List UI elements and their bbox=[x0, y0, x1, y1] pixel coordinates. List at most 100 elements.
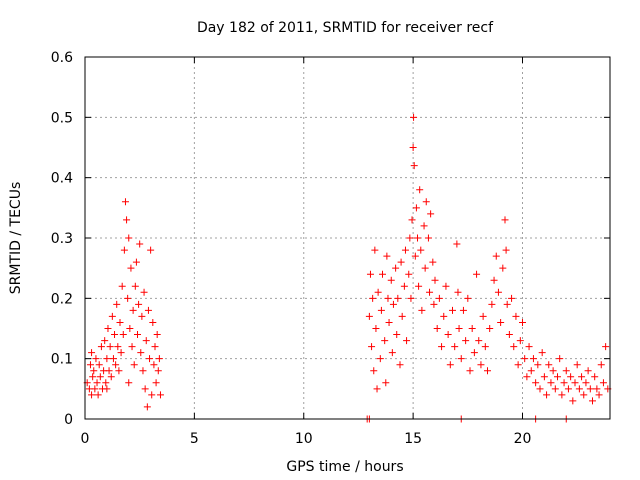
data-point bbox=[527, 367, 535, 375]
y-tick-label: 0.6 bbox=[51, 50, 73, 66]
data-point bbox=[427, 210, 435, 218]
data-point bbox=[108, 312, 116, 320]
x-tick-label: 5 bbox=[190, 431, 199, 447]
data-point bbox=[141, 385, 149, 393]
data-point bbox=[573, 361, 581, 369]
data-point bbox=[400, 282, 408, 290]
data-point bbox=[502, 246, 510, 254]
axis-ticks: 0 5 10 15 20 0 0.1 0.2 0.3 0.4 0.5 0.6 bbox=[51, 50, 610, 447]
data-point bbox=[479, 312, 487, 320]
data-point bbox=[554, 373, 561, 381]
data-point bbox=[377, 306, 385, 314]
data-point bbox=[86, 361, 94, 369]
y-axis-label: SRMTID / TECUs bbox=[8, 182, 24, 295]
data-point bbox=[101, 337, 109, 345]
data-point bbox=[455, 325, 463, 332]
data-point bbox=[410, 113, 418, 121]
data-point bbox=[534, 361, 542, 369]
y-tick-label: 0.1 bbox=[51, 352, 73, 368]
data-point bbox=[368, 343, 376, 351]
data-point bbox=[121, 198, 129, 206]
data-point bbox=[481, 343, 489, 351]
data-point bbox=[125, 234, 133, 242]
data-point bbox=[431, 276, 439, 284]
data-point bbox=[93, 379, 101, 387]
data-point bbox=[387, 276, 395, 284]
data-point bbox=[125, 379, 133, 387]
y-tick-label: 0.5 bbox=[51, 110, 73, 126]
data-point bbox=[393, 331, 401, 339]
data-point bbox=[103, 355, 111, 363]
data-point bbox=[372, 325, 380, 332]
data-point bbox=[153, 331, 161, 339]
data-point bbox=[512, 312, 520, 320]
data-point bbox=[88, 391, 96, 399]
data-point bbox=[492, 252, 500, 260]
data-point bbox=[418, 306, 426, 314]
data-point bbox=[420, 222, 428, 230]
data-point bbox=[584, 367, 592, 375]
data-point bbox=[109, 355, 117, 363]
data-point bbox=[365, 312, 373, 320]
data-point bbox=[385, 318, 393, 326]
data-point bbox=[475, 337, 483, 345]
data-point bbox=[132, 258, 140, 266]
data-point bbox=[536, 385, 544, 393]
data-point bbox=[146, 355, 154, 363]
data-point bbox=[152, 379, 160, 387]
data-point bbox=[403, 337, 411, 345]
data-point bbox=[90, 367, 98, 375]
data-point bbox=[424, 234, 432, 242]
data-point bbox=[397, 258, 405, 266]
data-point bbox=[147, 246, 155, 254]
y-tick-label: 0 bbox=[64, 412, 73, 428]
data-point bbox=[401, 246, 409, 254]
data-point bbox=[92, 355, 100, 363]
data-point bbox=[421, 264, 429, 272]
data-point bbox=[155, 355, 163, 363]
data-point bbox=[154, 367, 162, 375]
data-point bbox=[136, 240, 144, 248]
data-point bbox=[484, 367, 491, 375]
data-point bbox=[529, 355, 537, 363]
data-point bbox=[409, 144, 417, 151]
data-point bbox=[104, 325, 112, 332]
data-point bbox=[505, 331, 513, 339]
data-point bbox=[134, 331, 141, 339]
data-point bbox=[414, 234, 421, 242]
data-point bbox=[383, 252, 391, 260]
data-point bbox=[451, 343, 459, 351]
data-point bbox=[560, 379, 568, 387]
data-point bbox=[118, 282, 126, 290]
data-point bbox=[569, 397, 577, 405]
data-point bbox=[124, 294, 132, 302]
data-point bbox=[503, 300, 511, 308]
data-point bbox=[97, 343, 105, 351]
data-point bbox=[107, 373, 115, 381]
data-point bbox=[91, 385, 99, 393]
data-point bbox=[514, 361, 522, 369]
data-point bbox=[488, 300, 496, 308]
data-point bbox=[453, 240, 461, 248]
data-point bbox=[593, 385, 601, 393]
x-tick-label: 20 bbox=[514, 431, 532, 447]
data-point bbox=[111, 331, 119, 339]
data-point bbox=[412, 204, 420, 212]
data-point bbox=[551, 385, 559, 393]
data-point bbox=[549, 367, 557, 375]
data-point bbox=[156, 391, 164, 399]
data-point bbox=[151, 343, 159, 351]
grid-lines bbox=[85, 57, 610, 419]
data-point bbox=[149, 318, 157, 326]
data-point bbox=[411, 252, 419, 260]
data-point bbox=[538, 349, 546, 357]
data-point bbox=[148, 391, 156, 399]
data-point bbox=[571, 379, 579, 387]
data-points bbox=[83, 113, 612, 423]
data-point bbox=[580, 391, 588, 399]
data-point bbox=[597, 361, 605, 369]
data-point bbox=[128, 343, 136, 351]
data-point bbox=[106, 343, 114, 351]
data-point bbox=[113, 300, 121, 308]
